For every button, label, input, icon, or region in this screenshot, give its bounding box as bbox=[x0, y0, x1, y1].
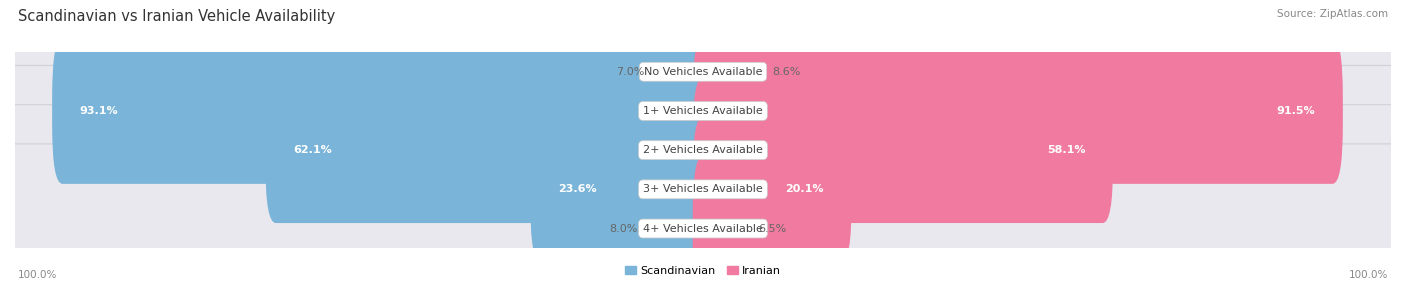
Text: 8.0%: 8.0% bbox=[609, 224, 638, 234]
Text: 100.0%: 100.0% bbox=[1348, 270, 1388, 280]
FancyBboxPatch shape bbox=[644, 0, 713, 145]
FancyBboxPatch shape bbox=[3, 65, 1403, 235]
FancyBboxPatch shape bbox=[638, 156, 713, 286]
Text: 4+ Vehicles Available: 4+ Vehicles Available bbox=[643, 224, 763, 234]
FancyBboxPatch shape bbox=[693, 156, 758, 286]
Text: 58.1%: 58.1% bbox=[1047, 145, 1085, 155]
FancyBboxPatch shape bbox=[3, 105, 1403, 274]
Text: 6.5%: 6.5% bbox=[758, 224, 786, 234]
FancyBboxPatch shape bbox=[693, 116, 852, 262]
FancyBboxPatch shape bbox=[530, 116, 713, 262]
Text: 62.1%: 62.1% bbox=[292, 145, 332, 155]
Text: 23.6%: 23.6% bbox=[558, 184, 596, 194]
Text: No Vehicles Available: No Vehicles Available bbox=[644, 67, 762, 77]
Legend: Scandinavian, Iranian: Scandinavian, Iranian bbox=[620, 261, 786, 281]
Text: 7.0%: 7.0% bbox=[616, 67, 644, 77]
FancyBboxPatch shape bbox=[693, 0, 772, 145]
FancyBboxPatch shape bbox=[266, 77, 713, 223]
FancyBboxPatch shape bbox=[52, 38, 713, 184]
Text: 100.0%: 100.0% bbox=[18, 270, 58, 280]
Text: 8.6%: 8.6% bbox=[772, 67, 801, 77]
FancyBboxPatch shape bbox=[693, 38, 1343, 184]
Text: 93.1%: 93.1% bbox=[80, 106, 118, 116]
FancyBboxPatch shape bbox=[693, 77, 1114, 223]
FancyBboxPatch shape bbox=[3, 26, 1403, 196]
Text: 1+ Vehicles Available: 1+ Vehicles Available bbox=[643, 106, 763, 116]
Text: 20.1%: 20.1% bbox=[786, 184, 824, 194]
Text: 2+ Vehicles Available: 2+ Vehicles Available bbox=[643, 145, 763, 155]
Text: Scandinavian vs Iranian Vehicle Availability: Scandinavian vs Iranian Vehicle Availabi… bbox=[18, 9, 336, 23]
FancyBboxPatch shape bbox=[3, 144, 1403, 286]
Text: 3+ Vehicles Available: 3+ Vehicles Available bbox=[643, 184, 763, 194]
Text: Source: ZipAtlas.com: Source: ZipAtlas.com bbox=[1277, 9, 1388, 19]
Text: 91.5%: 91.5% bbox=[1277, 106, 1316, 116]
FancyBboxPatch shape bbox=[3, 0, 1403, 156]
